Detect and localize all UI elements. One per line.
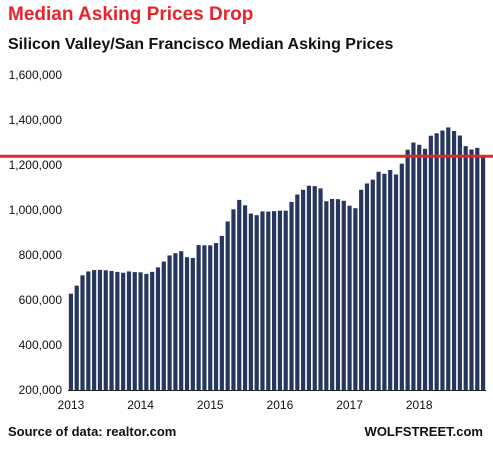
bar: [382, 173, 387, 390]
bar: [208, 245, 213, 390]
bar: [283, 210, 288, 390]
bar: [260, 211, 265, 390]
bar: [242, 205, 248, 390]
bar: [248, 213, 253, 390]
bar: [173, 253, 178, 390]
bar: [364, 183, 370, 390]
bar: [341, 200, 346, 390]
y-tick-label: 400,000: [19, 338, 63, 352]
bar: [457, 135, 462, 390]
bar: [469, 149, 474, 390]
bar: [74, 285, 79, 390]
bar: [376, 171, 381, 390]
bar: [115, 271, 120, 391]
bar: [446, 127, 451, 391]
bar: [225, 221, 230, 390]
bar: [347, 205, 352, 390]
bar: [184, 257, 190, 390]
x-tick-label: 2015: [197, 398, 224, 412]
bar: [312, 186, 317, 390]
bar: [370, 179, 375, 391]
bar: [109, 270, 114, 390]
bar: [155, 267, 161, 391]
bar: [219, 235, 224, 391]
bar: [132, 272, 137, 390]
bar: [196, 245, 201, 390]
bar: [138, 272, 143, 390]
bar: [103, 270, 108, 390]
x-tick-label: 2014: [127, 398, 154, 412]
chart-title: Median Asking Prices Drop: [8, 4, 254, 25]
brand-watermark: WOLFSTREET.com: [364, 424, 483, 439]
bar: [68, 293, 73, 390]
bar: [393, 174, 399, 390]
bar: [318, 188, 323, 390]
x-tick-label: 2017: [336, 398, 363, 412]
bar: [353, 208, 358, 390]
bar: [97, 269, 103, 390]
x-axis: 2013 2014 2015 2016 2017 2018: [58, 390, 486, 412]
bar: [405, 149, 410, 390]
bar: [254, 215, 259, 390]
x-tick-label: 2016: [267, 398, 294, 412]
bar: [237, 199, 242, 391]
bar: [481, 156, 486, 390]
bar: [80, 275, 85, 390]
bar: [295, 194, 300, 390]
bar: [388, 169, 393, 390]
bar: [167, 255, 172, 390]
bar: [190, 257, 195, 390]
bar-series: [68, 127, 486, 391]
bar: [86, 271, 91, 390]
y-tick-label: 1,600,000: [9, 68, 63, 82]
bar: [330, 198, 335, 390]
bar: [440, 130, 445, 390]
bar: [422, 148, 428, 390]
bar: [231, 209, 236, 390]
bar: [266, 211, 271, 390]
bar: [301, 189, 306, 390]
bar: [359, 189, 364, 390]
bar: [411, 142, 416, 390]
y-tick-label: 800,000: [19, 248, 63, 262]
bar: [126, 271, 132, 390]
bar: [451, 131, 457, 390]
bar: [428, 135, 433, 390]
y-tick-label: 1,000,000: [9, 203, 63, 217]
y-tick-label: 1,200,000: [9, 158, 63, 172]
bar: [144, 273, 149, 390]
bar: [289, 201, 294, 390]
bar: [121, 272, 126, 390]
y-tick-label: 1,400,000: [9, 113, 63, 127]
y-tick-label: 200,000: [19, 383, 63, 397]
y-axis: 200,000 400,000 600,000 800,000 1,000,000 1,2…: [9, 68, 63, 397]
y-tick-label: 600,000: [19, 293, 63, 307]
bar: [161, 261, 166, 390]
bar: [179, 251, 184, 390]
bar: [277, 210, 282, 390]
bar: [335, 199, 341, 390]
x-tick-label: 2018: [406, 398, 433, 412]
bar: [92, 270, 97, 390]
bar: [324, 201, 329, 390]
bar: [202, 245, 207, 390]
bar: [434, 133, 439, 390]
bar: [213, 243, 219, 390]
bar: [306, 185, 312, 390]
bar: [150, 271, 155, 391]
source-note: Source of data: realtor.com: [8, 424, 177, 439]
bar: [417, 144, 422, 390]
bar: [272, 211, 277, 391]
bar: [475, 147, 480, 390]
bar: [399, 163, 404, 390]
x-tick-label: 2013: [58, 398, 85, 412]
bar: [463, 146, 468, 390]
chart-subtitle: Silicon Valley/San Francisco Median Aski…: [8, 36, 394, 53]
